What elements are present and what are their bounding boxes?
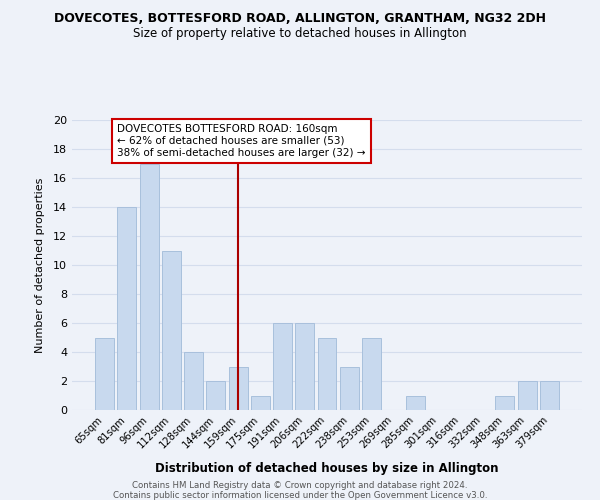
Bar: [184, 352, 203, 410]
Bar: [229, 366, 248, 410]
Text: Contains HM Land Registry data © Crown copyright and database right 2024.: Contains HM Land Registry data © Crown c…: [132, 481, 468, 490]
Text: Contains public sector information licensed under the Open Government Licence v3: Contains public sector information licen…: [113, 491, 487, 500]
Y-axis label: Number of detached properties: Number of detached properties: [35, 178, 44, 352]
Text: DOVECOTES BOTTESFORD ROAD: 160sqm
← 62% of detached houses are smaller (53)
38% : DOVECOTES BOTTESFORD ROAD: 160sqm ← 62% …: [117, 124, 365, 158]
Bar: [317, 338, 337, 410]
Bar: [518, 381, 536, 410]
X-axis label: Distribution of detached houses by size in Allington: Distribution of detached houses by size …: [155, 462, 499, 474]
Bar: [206, 381, 225, 410]
Bar: [251, 396, 270, 410]
Bar: [362, 338, 381, 410]
Bar: [340, 366, 359, 410]
Bar: [273, 323, 292, 410]
Bar: [95, 338, 114, 410]
Bar: [406, 396, 425, 410]
Text: DOVECOTES, BOTTESFORD ROAD, ALLINGTON, GRANTHAM, NG32 2DH: DOVECOTES, BOTTESFORD ROAD, ALLINGTON, G…: [54, 12, 546, 26]
Bar: [496, 396, 514, 410]
Bar: [140, 164, 158, 410]
Bar: [118, 207, 136, 410]
Bar: [162, 250, 181, 410]
Text: Size of property relative to detached houses in Allington: Size of property relative to detached ho…: [133, 28, 467, 40]
Bar: [540, 381, 559, 410]
Bar: [295, 323, 314, 410]
